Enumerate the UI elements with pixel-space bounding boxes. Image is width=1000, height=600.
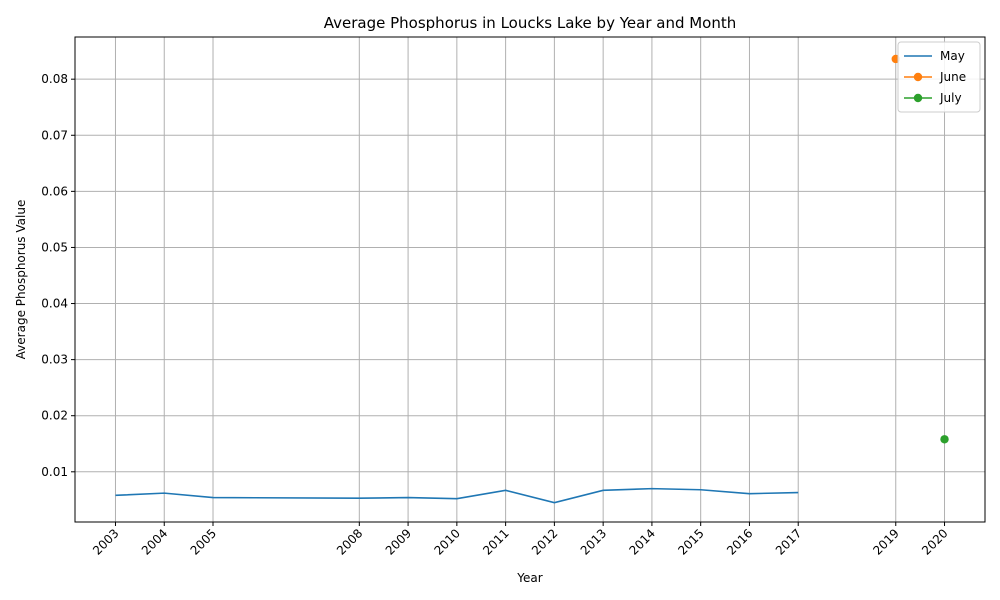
y-tick-label: 0.03	[41, 353, 68, 367]
y-axis-label: Average Phosphorus Value	[14, 200, 28, 360]
y-tick-label: 0.05	[41, 240, 68, 254]
legend-marker-june	[913, 72, 923, 82]
series-line-may	[115, 487, 799, 504]
y-tick-label: 0.06	[41, 184, 68, 198]
x-axis-label: Year	[516, 571, 542, 585]
legend-marker-july	[913, 93, 923, 103]
chart-title: Average Phosphorus in Loucks Lake by Yea…	[324, 14, 737, 32]
y-tick-label: 0.07	[41, 128, 68, 142]
legend: May June July	[897, 41, 981, 113]
plot-frame	[74, 36, 986, 523]
legend-label-may: May	[940, 49, 965, 63]
data-point-july	[940, 435, 949, 444]
y-tick-label: 0.01	[41, 465, 68, 479]
y-tick-label: 0.08	[41, 72, 68, 86]
legend-label-june: June	[939, 70, 966, 84]
y-tick-label: 0.02	[41, 409, 68, 423]
y-axis-ticks: 0.01 0.02 0.03 0.04 0.05 0.06 0.07 0.08	[41, 72, 75, 479]
y-tick-label: 0.04	[41, 297, 68, 311]
legend-label-july: July	[939, 91, 962, 105]
grid-lines	[75, 37, 985, 522]
